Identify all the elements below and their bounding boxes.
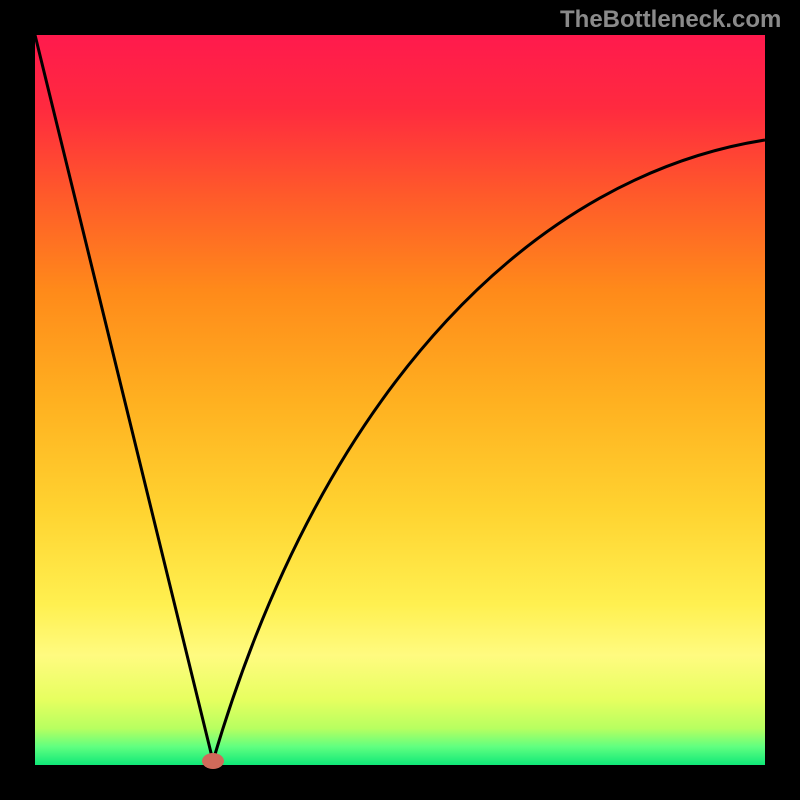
min-point-marker [202,753,224,769]
plot-gradient-background [35,35,765,765]
chart-stage: TheBottleneck.com [0,0,800,800]
attribution-text: TheBottleneck.com [560,6,781,34]
